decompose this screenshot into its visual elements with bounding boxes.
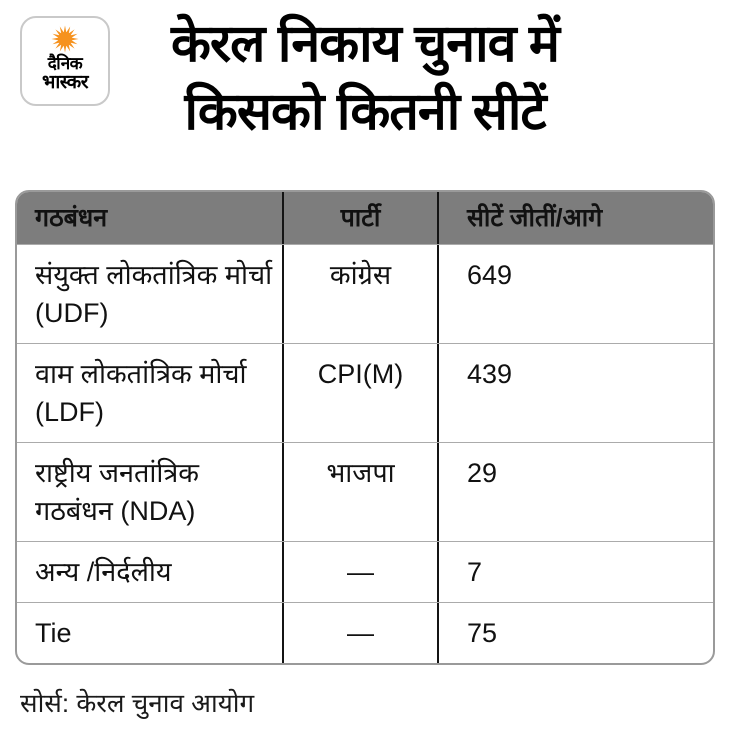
table-header-row: गठबंधन पार्टी सीटें जीतीं/आगे bbox=[17, 192, 713, 244]
alliance-cell: संयुक्त लोकतांत्रिक मोर्चा (UDF) bbox=[35, 260, 273, 328]
header-party: पार्टी bbox=[282, 192, 437, 244]
brand-name-line1: दैनिक bbox=[47, 54, 83, 73]
party-cell: CPI(M) bbox=[282, 344, 437, 442]
party-cell: कांग्रेस bbox=[282, 245, 437, 343]
table-row-nda: राष्ट्रीय जनतांत्रिक गठबंधन (NDA) भाजपा … bbox=[17, 442, 713, 541]
seats-cell: 439 bbox=[437, 344, 713, 442]
party-cell: — bbox=[282, 542, 437, 602]
seats-cell: 649 bbox=[437, 245, 713, 343]
alliance-cell: अन्य /निर्दलीय bbox=[35, 557, 172, 587]
page-title-line2: किसको कितनी सीटें bbox=[184, 83, 546, 141]
source-credit: सोर्स: केरल चुनाव आयोग bbox=[20, 688, 255, 718]
brand-name-line2: भास्कर bbox=[41, 71, 89, 93]
sun-icon bbox=[51, 25, 79, 53]
table-row-ldf: वाम लोकतांत्रिक मोर्चा (LDF) CPI(M) 439 bbox=[17, 343, 713, 442]
page-title: केरल निकाय चुनाव में किसको कितनी सीटें bbox=[15, 10, 715, 146]
seats-table: गठबंधन पार्टी सीटें जीतीं/आगे संयुक्त लो… bbox=[15, 190, 715, 665]
table-row-tie: Tie — 75 bbox=[17, 602, 713, 663]
party-cell: — bbox=[282, 603, 437, 663]
seats-cell: 75 bbox=[437, 603, 713, 663]
header-alliance: गठबंधन bbox=[35, 204, 108, 232]
alliance-cell: वाम लोकतांत्रिक मोर्चा (LDF) bbox=[35, 359, 247, 427]
seats-cell: 7 bbox=[437, 542, 713, 602]
alliance-cell: राष्ट्रीय जनतांत्रिक गठबंधन (NDA) bbox=[35, 458, 199, 526]
table-row-others: अन्य /निर्दलीय — 7 bbox=[17, 541, 713, 602]
brand-name: दैनिक भास्कर bbox=[41, 54, 89, 93]
header-seats: सीटें जीतीं/आगे bbox=[437, 192, 713, 244]
party-cell: भाजपा bbox=[282, 443, 437, 541]
seats-cell: 29 bbox=[437, 443, 713, 541]
table-row-udf: संयुक्त लोकतांत्रिक मोर्चा (UDF) कांग्रे… bbox=[17, 244, 713, 343]
alliance-cell: Tie bbox=[35, 618, 72, 648]
page-title-line1: केरल निकाय चुनाव में bbox=[170, 15, 560, 73]
masthead: केरल निकाय चुनाव में किसको कितनी सीटें bbox=[0, 0, 730, 180]
brand-logo: दैनिक भास्कर bbox=[20, 16, 110, 106]
